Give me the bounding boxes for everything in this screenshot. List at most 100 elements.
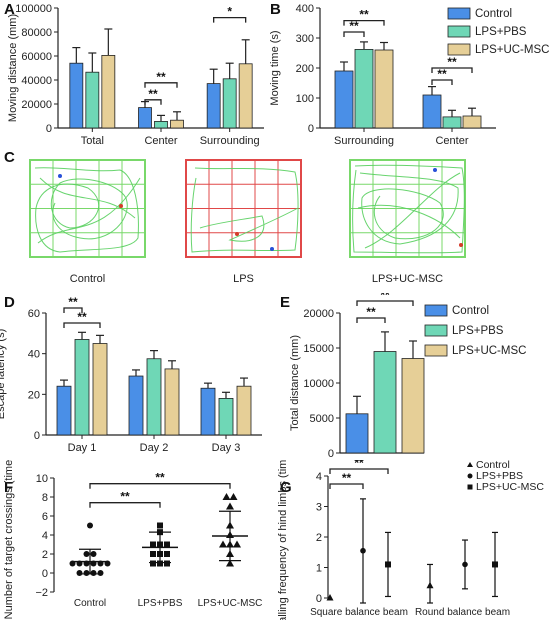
panel-e-bar (345, 413, 369, 454)
panel-a-label: A (4, 1, 15, 18)
panel-f-point (229, 493, 238, 500)
panel-f-y-tick-label: 8 (42, 492, 48, 504)
panel-a-y-tick-label: 80000 (21, 27, 52, 39)
panel-g-sig-bracket (329, 483, 364, 489)
panel-f-y-tick-label: 2 (42, 549, 48, 561)
panel-e-legend-swatch (424, 324, 448, 337)
panel-f-point (87, 522, 93, 529)
panel-a-y-tick-label: 100000 (15, 3, 52, 15)
panel-g-y-tick-label: 3 (316, 502, 322, 514)
movement-track (34, 167, 141, 253)
panel-f-point (164, 560, 170, 567)
track-marker (433, 168, 437, 172)
panel-f-y-tick-label: 10 (36, 473, 48, 485)
panel-g-y-tick-label: 1 (316, 563, 322, 575)
panel-g-chart: G 0 1 2 3 4 Falling frequency of hind limbs (t… (277, 460, 544, 620)
panel-f-point (164, 541, 170, 548)
panel-d-sig-bracket (63, 322, 101, 328)
panel-d-bar (164, 368, 180, 436)
panel-g-sig-bracket (329, 468, 389, 474)
panel-a-sig-bracket (213, 16, 247, 23)
panel-e-sig-bracket (356, 300, 414, 306)
panel-a-sig-bracket-label: ** (148, 87, 158, 101)
panel-e-label: E (280, 294, 290, 311)
panel-f-point (97, 570, 104, 576)
panel-f-point (83, 551, 90, 557)
panel-a-x-tick-label: Surrounding (200, 135, 260, 147)
panel-d-sig-bracket-label: ** (77, 310, 87, 324)
panel-g-y-tick-label: 4 (316, 471, 322, 483)
panel-a-bar (222, 78, 237, 129)
panel-g-point (462, 561, 468, 568)
panel-b-bar (334, 70, 354, 129)
panel-e-legend-swatch (424, 304, 448, 317)
panel-f-point (157, 522, 163, 529)
panel-g-point (360, 547, 366, 554)
panel-f-sig-bracket-label: ** (155, 471, 165, 485)
panel-e-y-tick-label: 5000 (310, 413, 334, 425)
track-marker (459, 243, 463, 247)
panel-b-bar (374, 49, 394, 129)
panel-e-legend-label: Control (452, 305, 489, 317)
panel-f-y-tick-label: 0 (42, 568, 48, 580)
panel-b-sig-bracket (431, 79, 453, 85)
panel-f-label: F (4, 479, 13, 496)
panel-b-label: B (270, 1, 281, 18)
panel-a-sig-bracket (144, 99, 162, 105)
panel-b-sig-bracket-label: ** (437, 67, 447, 81)
panel-b-legend-label: Control (475, 8, 512, 20)
panel-e-y-tick-label: 10000 (303, 378, 334, 390)
panel-d-bar (74, 339, 90, 436)
panel-d-x-tick-label: Day 2 (140, 442, 169, 454)
panel-a-sig-bracket-label: ** (156, 70, 166, 84)
track-marker (58, 174, 62, 178)
panel-e-y-tick-label: 20000 (303, 308, 334, 320)
panel-g-legend-marker (467, 484, 473, 490)
panel-g-legend-label: LPS+UC-MSC (476, 481, 544, 493)
panel-g-sig-bracket-label: ** (342, 471, 352, 485)
panel-d-bar (146, 358, 162, 436)
track-marker (270, 247, 274, 251)
panel-b-legend-label: LPS+UC-MSC (475, 44, 549, 56)
panel-g-y-axis-title: Falling frequency of hind limbs (times) (277, 460, 289, 620)
panel-d-bar (218, 398, 234, 436)
panel-f-sig-bracket (89, 483, 231, 489)
track-marker (235, 232, 239, 236)
panel-e-y-tick-label: 0 (328, 448, 334, 460)
panel-g-point (492, 561, 498, 568)
panel-f-point (150, 560, 156, 567)
panel-e-bar (373, 351, 397, 454)
panel-b-y-tick-label: 400 (296, 3, 314, 15)
panel-e-sig-bracket-label: ** (380, 293, 390, 302)
panel-e-chart: E 0 5000 10000 15000 20000 Total distance (mm)… (280, 293, 526, 460)
panel-e-y-tick-label: 15000 (303, 343, 334, 355)
panel-d-y-tick-label: 20 (28, 389, 40, 401)
panel-f-y-axis-title: Number of target crossings (times) (3, 460, 15, 619)
panel-d-x-tick-label: Day 1 (68, 442, 97, 454)
track-caption: Control (70, 273, 105, 285)
track-caption: LPS (233, 273, 254, 285)
panel-e-bar (401, 358, 425, 454)
panel-d-y-tick-label: 60 (28, 308, 40, 320)
panel-a-bar (69, 62, 84, 129)
panel-f-sig-bracket (89, 502, 161, 508)
panel-e-sig-bracket-label: ** (366, 305, 376, 319)
panel-d-bar (92, 343, 108, 436)
panel-d-label: D (4, 294, 15, 311)
panel-d-bar (128, 375, 144, 436)
panel-f-point (164, 551, 170, 557)
panel-f-x-tick-label: LPS+UC-MSC (198, 598, 263, 609)
panel-b-bar (442, 116, 462, 129)
panel-c-tracks: C Control LPS LPS+UC-MSC (4, 149, 466, 285)
panel-a-sig-bracket (144, 82, 178, 88)
panel-a-sig-bracket-label: * (227, 5, 232, 19)
panel-b-bar (422, 94, 442, 129)
panel-d-y-tick-label: 40 (28, 349, 40, 361)
panel-b-sig-bracket-label: ** (447, 55, 457, 69)
panel-b-y-tick-label: 300 (296, 33, 314, 45)
panel-a-y-axis-title: Moving distance (mm) (7, 14, 19, 122)
panel-b-bar (462, 115, 482, 129)
panel-f-point (150, 551, 156, 557)
panel-e-legend-label: LPS+PBS (452, 325, 504, 337)
